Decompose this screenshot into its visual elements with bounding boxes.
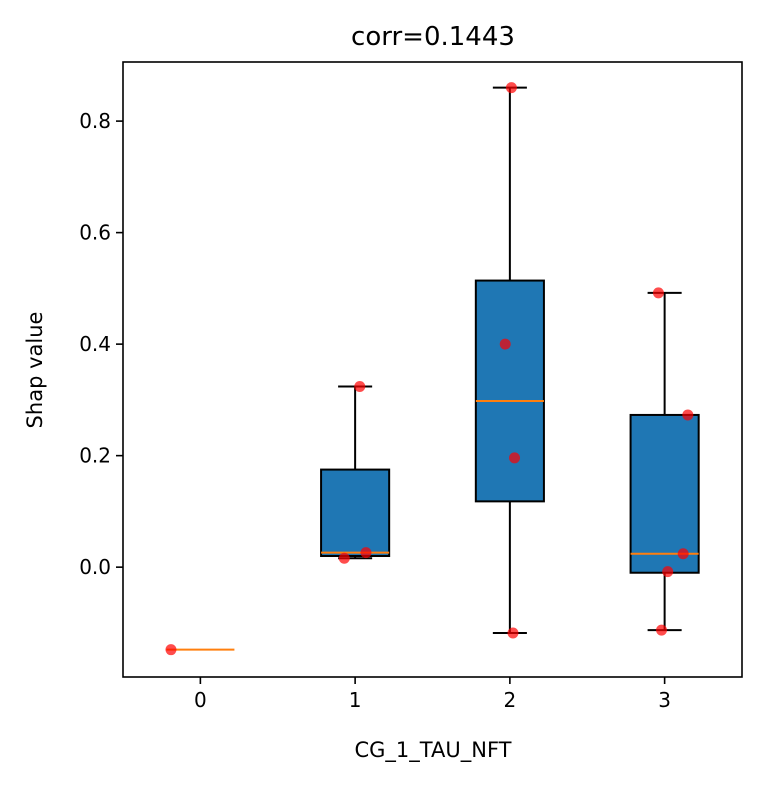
box-group-1 [320,385,391,560]
x-tick-label: 0 [194,688,207,712]
y-tick-label: 0.0 [79,555,111,579]
plot-frame [122,61,743,678]
chart-title: corr=0.1443 [351,22,515,52]
data-point [677,548,689,560]
x-axis-label: CG_1_TAU_NFT [355,738,512,763]
box-iqr [629,413,700,574]
box-iqr [474,279,545,503]
data-point [682,409,694,421]
plot-area [165,82,700,656]
data-point [507,627,519,639]
x-tick-label: 1 [349,688,362,712]
data-point [354,381,366,393]
data-points [165,82,694,656]
box-group-2 [474,86,545,634]
data-point [656,624,668,636]
box-iqr [320,468,391,558]
axes: 0 1 2 3 0.0 0.2 0.4 0.6 0.8 [79,109,671,712]
data-point [662,566,674,578]
y-tick-label: 0.6 [79,221,111,245]
data-point [652,287,664,299]
data-point [360,547,372,559]
data-point [509,452,521,464]
x-tick-label: 2 [504,688,517,712]
box-group-3 [629,291,700,632]
y-tick-label: 0.4 [79,332,111,356]
y-axis-label: Shap value [23,312,47,429]
y-tick-label: 0.2 [79,444,111,468]
data-point [338,552,350,564]
y-tick-label: 0.8 [79,109,111,133]
x-tick-label: 3 [658,688,671,712]
data-point [165,644,177,656]
data-point [499,338,511,350]
data-point [505,82,517,94]
